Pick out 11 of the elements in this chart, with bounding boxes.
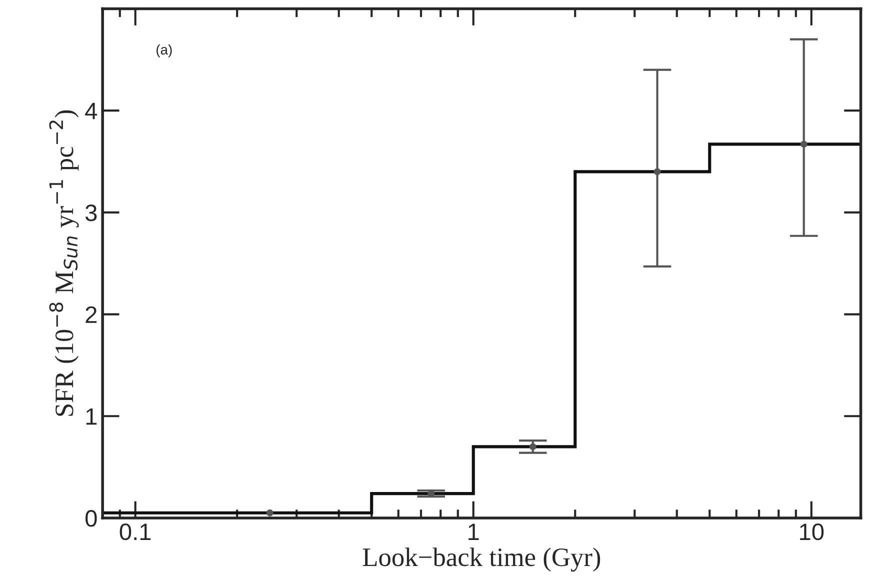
y-tick-label: 3 — [85, 204, 97, 222]
text: SFR (10$^{−8}$ M$_{Sun}$ yr$^{−1}$ pc$^{−2}$) — [49, 110, 79, 416]
y-tick-label: 1 — [86, 408, 97, 425]
y-tick-label: 2 — [86, 306, 97, 323]
x-tick-label: 10 — [800, 523, 824, 540]
x-tick-label: 0.1 — [120, 523, 151, 540]
x-tick-label: 1 — [468, 524, 479, 540]
x-axis-title: Look−back time (Gyr) — [362, 548, 600, 572]
y-tick-label: 0 — [86, 510, 97, 527]
annotation: (a) — [156, 44, 172, 58]
y-tick-label: 4 — [85, 102, 98, 120]
